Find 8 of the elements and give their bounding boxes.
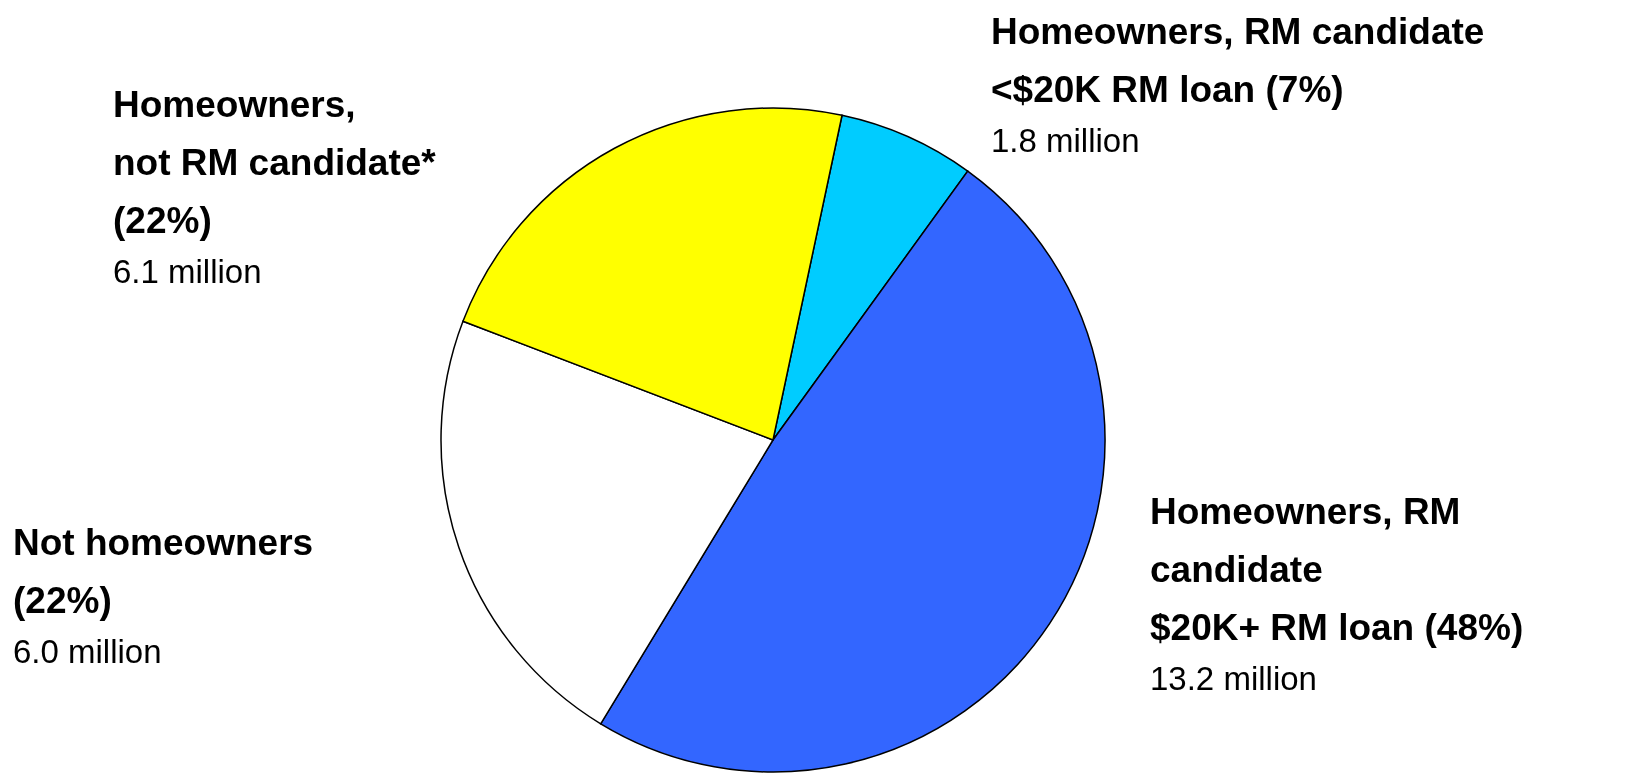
slice-label: Homeowners, not RM candidate* (22%) bbox=[113, 84, 437, 241]
slice-label: Homeowners, RM candidate <$20K RM loan (7%) bbox=[991, 11, 1485, 110]
slice-label: Homeowners, RM candidate $20K+ RM loan (48%) bbox=[1150, 491, 1524, 648]
data-label: 13.2 million bbox=[1150, 660, 1317, 697]
data-label: 1.8 million bbox=[991, 122, 1140, 159]
data-label: 6.1 million bbox=[113, 253, 262, 290]
slice-label: Not homeowners (22%) bbox=[13, 522, 314, 621]
data-label: 6.0 million bbox=[13, 633, 162, 670]
